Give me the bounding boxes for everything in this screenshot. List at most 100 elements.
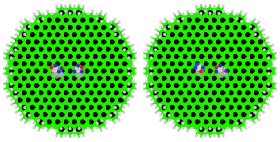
Circle shape <box>234 65 237 68</box>
Circle shape <box>52 45 55 48</box>
Circle shape <box>77 123 80 126</box>
Polygon shape <box>79 103 87 112</box>
Circle shape <box>183 74 186 77</box>
Circle shape <box>6 90 9 93</box>
Circle shape <box>94 21 97 24</box>
Polygon shape <box>116 81 124 90</box>
Polygon shape <box>177 103 185 112</box>
Circle shape <box>118 119 121 121</box>
Circle shape <box>6 67 9 70</box>
Circle shape <box>100 10 103 13</box>
Circle shape <box>64 57 67 60</box>
Polygon shape <box>193 103 201 112</box>
Circle shape <box>225 69 228 72</box>
Polygon shape <box>231 23 239 32</box>
Circle shape <box>238 86 241 89</box>
Circle shape <box>106 28 109 31</box>
Polygon shape <box>177 45 185 54</box>
Circle shape <box>259 94 262 97</box>
Polygon shape <box>108 37 116 47</box>
Circle shape <box>115 43 118 46</box>
Polygon shape <box>202 103 210 112</box>
Polygon shape <box>239 66 248 76</box>
Circle shape <box>82 130 85 132</box>
Circle shape <box>81 23 84 27</box>
Circle shape <box>267 41 270 44</box>
Circle shape <box>110 108 114 111</box>
Circle shape <box>81 86 84 89</box>
Circle shape <box>179 82 182 85</box>
Polygon shape <box>222 67 226 72</box>
Circle shape <box>60 12 62 15</box>
Circle shape <box>187 38 190 41</box>
Circle shape <box>181 17 184 20</box>
Polygon shape <box>239 52 248 61</box>
Polygon shape <box>79 74 87 83</box>
Polygon shape <box>16 66 24 76</box>
Circle shape <box>98 53 101 56</box>
Circle shape <box>69 123 72 126</box>
Polygon shape <box>104 30 112 39</box>
Circle shape <box>217 74 220 77</box>
Polygon shape <box>231 81 239 90</box>
Circle shape <box>64 5 67 8</box>
Circle shape <box>213 23 216 27</box>
Polygon shape <box>45 103 53 112</box>
Polygon shape <box>227 16 235 25</box>
Circle shape <box>192 74 195 77</box>
Circle shape <box>90 38 93 41</box>
Circle shape <box>60 118 63 121</box>
Circle shape <box>155 111 158 114</box>
Circle shape <box>246 28 249 31</box>
Circle shape <box>221 28 224 31</box>
Circle shape <box>113 18 116 21</box>
Polygon shape <box>66 110 74 119</box>
Circle shape <box>196 125 199 128</box>
Circle shape <box>78 137 80 140</box>
Circle shape <box>236 17 239 20</box>
Circle shape <box>35 36 38 39</box>
Circle shape <box>221 38 224 41</box>
Circle shape <box>64 38 67 41</box>
Circle shape <box>192 16 195 19</box>
Circle shape <box>259 79 262 82</box>
Circle shape <box>123 67 126 70</box>
Polygon shape <box>87 30 95 39</box>
Polygon shape <box>32 95 41 105</box>
Circle shape <box>166 94 170 97</box>
Circle shape <box>183 16 186 19</box>
Circle shape <box>43 60 46 63</box>
Polygon shape <box>235 59 243 68</box>
Polygon shape <box>193 16 201 25</box>
Circle shape <box>208 31 211 34</box>
Polygon shape <box>95 103 103 112</box>
Polygon shape <box>24 95 32 105</box>
Circle shape <box>73 14 76 17</box>
Polygon shape <box>193 88 201 97</box>
Circle shape <box>104 13 107 15</box>
Circle shape <box>158 79 161 82</box>
Circle shape <box>102 74 105 77</box>
Circle shape <box>175 45 178 48</box>
Circle shape <box>10 57 13 59</box>
Polygon shape <box>66 81 74 90</box>
Circle shape <box>78 2 80 5</box>
Polygon shape <box>37 74 45 83</box>
Polygon shape <box>66 125 74 134</box>
Circle shape <box>115 72 118 75</box>
Polygon shape <box>100 37 108 47</box>
Circle shape <box>64 134 67 137</box>
Circle shape <box>217 89 220 92</box>
Polygon shape <box>248 37 256 47</box>
Circle shape <box>123 33 125 36</box>
Circle shape <box>208 60 211 63</box>
Circle shape <box>229 43 232 46</box>
Circle shape <box>18 79 21 82</box>
Polygon shape <box>256 66 264 76</box>
Polygon shape <box>53 117 61 126</box>
Circle shape <box>39 86 42 89</box>
Polygon shape <box>24 66 32 76</box>
Circle shape <box>60 74 63 77</box>
Circle shape <box>218 137 220 140</box>
Circle shape <box>27 50 30 53</box>
